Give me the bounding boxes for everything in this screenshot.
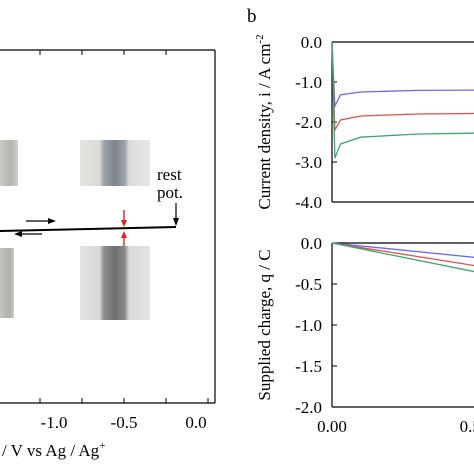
series-line [331, 242, 474, 267]
y-tick-label: -1.5 [295, 357, 322, 376]
pot-label: pot. [157, 183, 183, 202]
rest-potential-arrow [173, 203, 179, 226]
series-line [331, 41, 474, 133]
left-x-tick-label: -1.0 [41, 413, 68, 432]
panel-letter: b [247, 6, 257, 27]
y-tick-label: -0.5 [295, 275, 322, 294]
plot1-y-axis-label: Current density, i / A cm-2 [254, 34, 274, 209]
x-tick-label: 0.50 [460, 417, 474, 436]
red-arrow-down [121, 210, 127, 227]
rest-label: rest [157, 165, 182, 184]
y-tick-label: -4.0 [295, 193, 322, 212]
potential-line [0, 226, 177, 232]
photo-bottom-left [0, 248, 14, 318]
left-x-axis-label: / V vs Ag / Ag+ [2, 440, 105, 460]
current-density-plot: 0.0 -1.0 -2.0 -3.0 -4.0 Current density, i /… [254, 33, 474, 212]
photo-bottom-right [80, 246, 150, 320]
y-tick-label: -2.0 [295, 398, 322, 417]
y-tick-label: -1.0 [295, 73, 322, 92]
left-panel: -1.0 -0.5 0.0 / V vs Ag / Ag+ rest pot. [0, 49, 216, 460]
sweep-arrow-left [14, 231, 42, 237]
y-tick-label: 0.0 [301, 33, 322, 52]
photo-top-left [0, 140, 18, 186]
left-x-tick-label: -0.5 [111, 413, 138, 432]
series-line [331, 242, 474, 258]
series-line [331, 242, 474, 273]
left-x-ticks [39, 50, 209, 403]
y-tick-label: -1.0 [295, 316, 322, 335]
photo-top-right [80, 140, 150, 186]
sweep-arrow-right [26, 218, 56, 224]
y-tick-label: 0.0 [301, 234, 322, 253]
left-x-tick-label: 0.0 [185, 413, 206, 432]
y-tick-label: -3.0 [295, 153, 322, 172]
series-line [331, 41, 474, 109]
plot2-y-axis-label: Supplied charge, q / C [255, 249, 274, 400]
x-tick-label: 0.00 [317, 417, 347, 436]
y-tick-label: -2.0 [295, 113, 322, 132]
red-arrow-up [121, 231, 127, 246]
supplied-charge-plot: 0.0 -0.5 -1.0 -1.5 -2.0 0.00 0.50 Supplied ch… [255, 234, 474, 436]
series-line [331, 41, 474, 159]
